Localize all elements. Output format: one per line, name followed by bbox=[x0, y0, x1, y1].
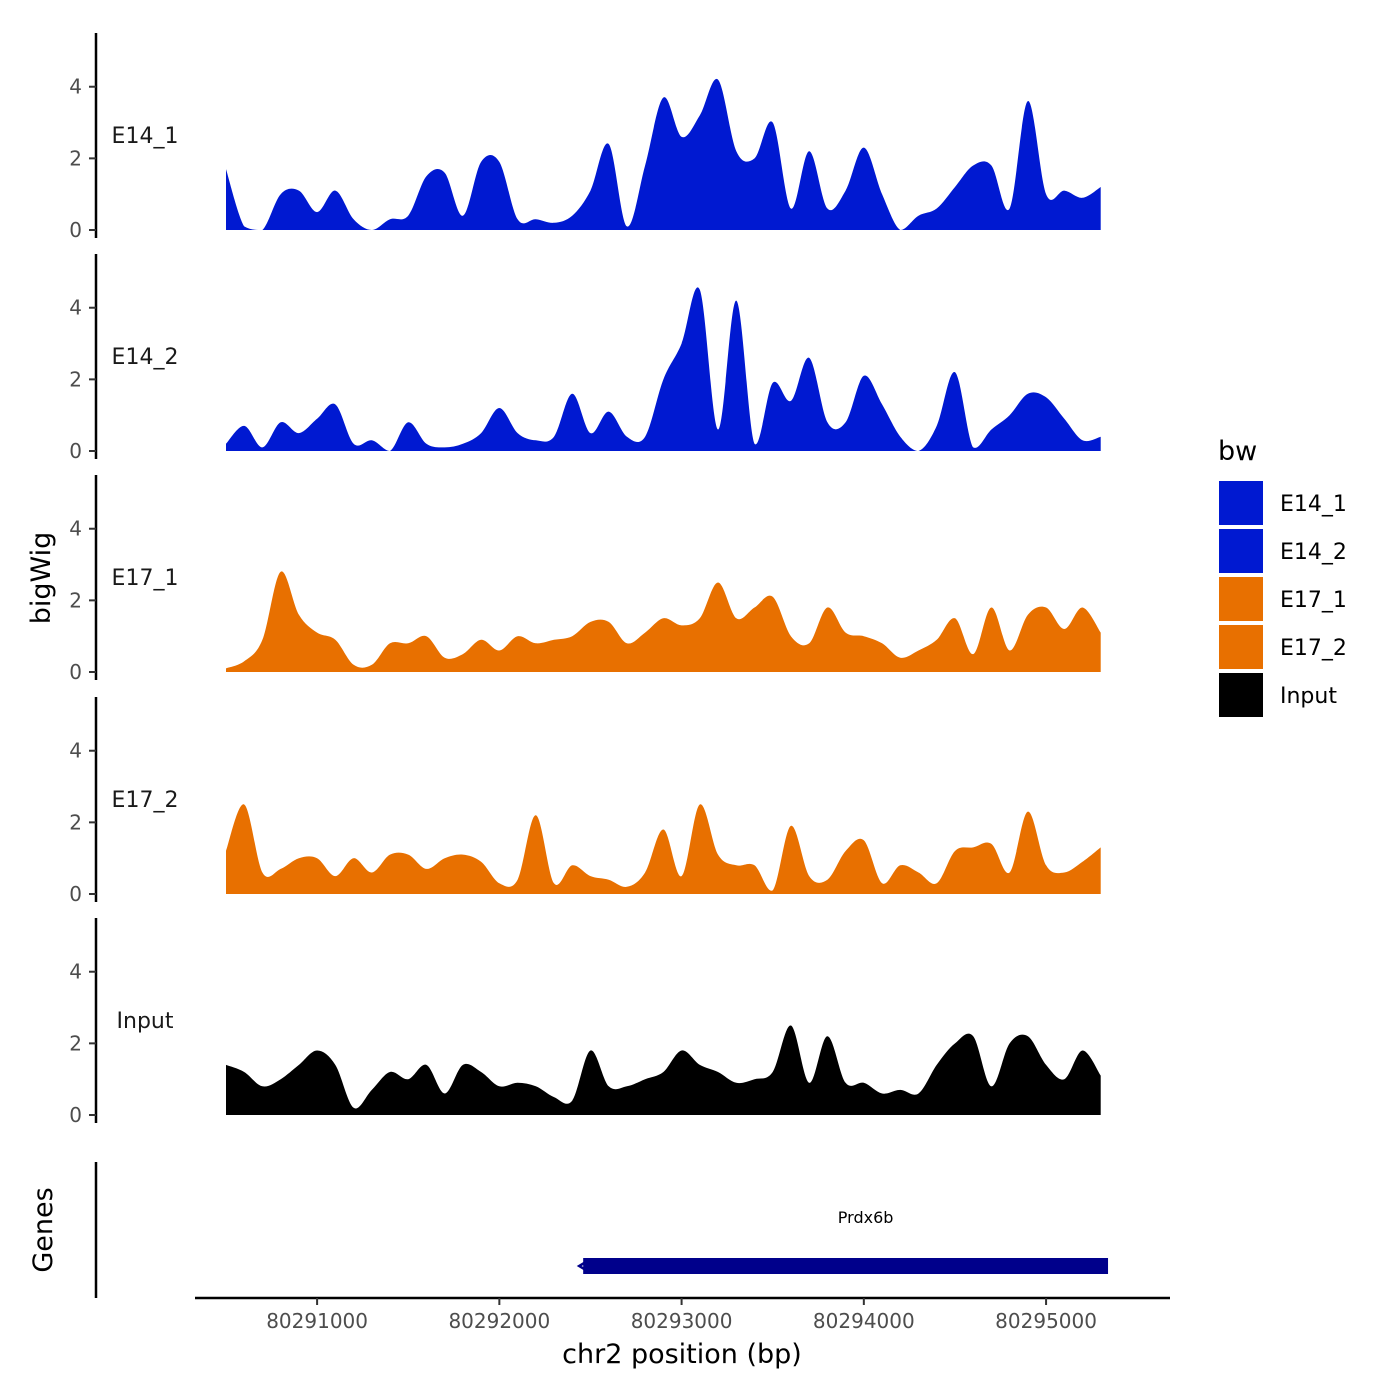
track-label: E17_2 bbox=[112, 788, 179, 813]
legend-item: E14_2 bbox=[1217, 527, 1347, 575]
y-tick-label: 0 bbox=[69, 439, 82, 463]
y-tick-label: 0 bbox=[69, 660, 82, 684]
legend-title: bw bbox=[1218, 436, 1257, 467]
x-tick-label: 80292000 bbox=[448, 1309, 550, 1333]
y-tick-label: 0 bbox=[69, 218, 82, 242]
y-tick-label: 0 bbox=[69, 882, 82, 906]
y-tick-label: 2 bbox=[69, 810, 82, 834]
legend-label: E17_2 bbox=[1280, 636, 1347, 661]
coverage-area bbox=[226, 1025, 1101, 1115]
track-panel-e17-2: 0 2 4 E17_2 bbox=[69, 697, 1101, 906]
gene-strand-arrow bbox=[576, 1258, 590, 1274]
track-label: Input bbox=[117, 1009, 174, 1034]
x-axis: 80291000 80292000 80293000 80294000 80295000… bbox=[195, 1296, 1170, 1370]
legend-label: E14_2 bbox=[1280, 540, 1347, 565]
legend-swatch bbox=[1217, 575, 1265, 623]
track-label: E14_2 bbox=[112, 345, 179, 370]
x-tick-label: 80293000 bbox=[631, 1309, 733, 1333]
legend: bw E14_1 E14_2 E17_1 E17_2 Input bbox=[1217, 436, 1347, 719]
legend-swatch bbox=[1217, 623, 1265, 671]
legend-item: Input bbox=[1217, 671, 1337, 719]
legend-label: Input bbox=[1280, 684, 1337, 709]
y-tick-label: 2 bbox=[69, 367, 82, 391]
x-axis-ticks: 80291000 80292000 80293000 80294000 80295000 bbox=[266, 1298, 1097, 1333]
x-axis-title: chr2 position (bp) bbox=[562, 1339, 802, 1370]
y-tick-label: 4 bbox=[69, 960, 82, 984]
y-axis-title: bigWig bbox=[26, 532, 57, 625]
track-panels: 0 2 4 E14_1 0 2 4 E14_2 0 2 4 E17_1 0 2 4 E17_2 0 2 4 Input bbox=[69, 33, 1101, 1127]
y-tick-label: 4 bbox=[69, 739, 82, 763]
legend-label: E17_1 bbox=[1280, 588, 1347, 613]
track-label: E17_1 bbox=[112, 566, 179, 591]
y-tick-label: 2 bbox=[69, 1031, 82, 1055]
y-tick-label: 4 bbox=[69, 296, 82, 320]
y-tick-label: 2 bbox=[69, 588, 82, 612]
y-tick-label: 4 bbox=[69, 75, 82, 99]
coverage-area bbox=[226, 78, 1101, 230]
track-panel-e14-1: 0 2 4 E14_1 bbox=[69, 33, 1101, 242]
gene-name-label: Prdx6b bbox=[838, 1208, 894, 1227]
legend-items: E14_1 E14_2 E17_1 E17_2 Input bbox=[1217, 479, 1347, 719]
track-panel-e14-2: 0 2 4 E14_2 bbox=[69, 254, 1101, 463]
legend-swatch bbox=[1217, 671, 1265, 719]
x-tick-label: 80291000 bbox=[266, 1309, 368, 1333]
legend-label: E14_1 bbox=[1280, 492, 1347, 517]
track-panel-e17-1: 0 2 4 E17_1 bbox=[69, 475, 1101, 684]
legend-item: E17_1 bbox=[1217, 575, 1347, 623]
genes-panel: Genes Prdx6b bbox=[28, 1162, 1109, 1298]
gene-body-bar bbox=[583, 1258, 1109, 1274]
legend-swatch bbox=[1217, 527, 1265, 575]
genes-panel-label: Genes bbox=[28, 1187, 59, 1272]
y-tick-label: 2 bbox=[69, 146, 82, 170]
legend-swatch bbox=[1217, 479, 1265, 527]
x-tick-label: 80294000 bbox=[813, 1309, 915, 1333]
y-tick-label: 0 bbox=[69, 1103, 82, 1127]
legend-item: E17_2 bbox=[1217, 623, 1347, 671]
coverage-area bbox=[226, 804, 1101, 894]
x-tick-label: 80295000 bbox=[995, 1309, 1097, 1333]
track-label: E14_1 bbox=[112, 124, 179, 149]
legend-item: E14_1 bbox=[1217, 479, 1347, 527]
track-panel-input: 0 2 4 Input bbox=[69, 918, 1101, 1127]
coverage-area bbox=[226, 287, 1101, 451]
y-tick-label: 4 bbox=[69, 517, 82, 541]
coverage-area bbox=[226, 571, 1101, 672]
